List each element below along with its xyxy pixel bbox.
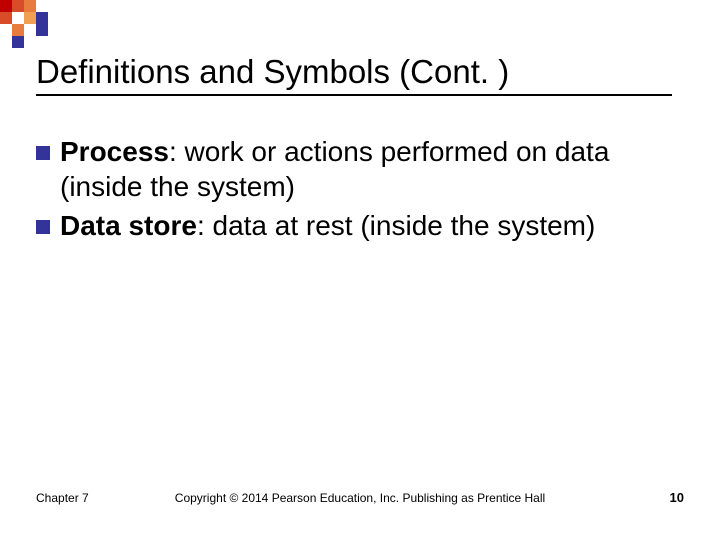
logo-square <box>36 12 48 24</box>
logo-square <box>12 0 24 12</box>
page-number: 10 <box>670 490 684 505</box>
bullet-definition: : data at rest (inside the system) <box>197 210 595 241</box>
footer-center: Copyright © 2014 Pearson Education, Inc.… <box>0 491 720 505</box>
logo-square <box>12 24 24 36</box>
bullet-term: Data store <box>60 210 197 241</box>
bullet-item: Process: work or actions performed on da… <box>36 134 676 204</box>
bullet-square-icon <box>36 146 50 160</box>
bullet-text: Data store: data at rest (inside the sys… <box>60 208 595 243</box>
bullet-text: Process: work or actions performed on da… <box>60 134 676 204</box>
corner-logo <box>0 0 48 48</box>
title-underline <box>36 94 672 96</box>
logo-square <box>12 36 24 48</box>
bullet-square-icon <box>36 220 50 234</box>
logo-square <box>24 0 36 12</box>
slide-title: Definitions and Symbols (Cont. ) <box>36 53 509 91</box>
logo-square <box>24 12 36 24</box>
bullet-term: Process <box>60 136 169 167</box>
logo-square <box>0 12 12 24</box>
bullet-item: Data store: data at rest (inside the sys… <box>36 208 676 243</box>
logo-square <box>36 24 48 36</box>
body-content: Process: work or actions performed on da… <box>36 134 676 247</box>
logo-square <box>0 0 12 12</box>
slide: Definitions and Symbols (Cont. ) Process… <box>0 0 720 540</box>
